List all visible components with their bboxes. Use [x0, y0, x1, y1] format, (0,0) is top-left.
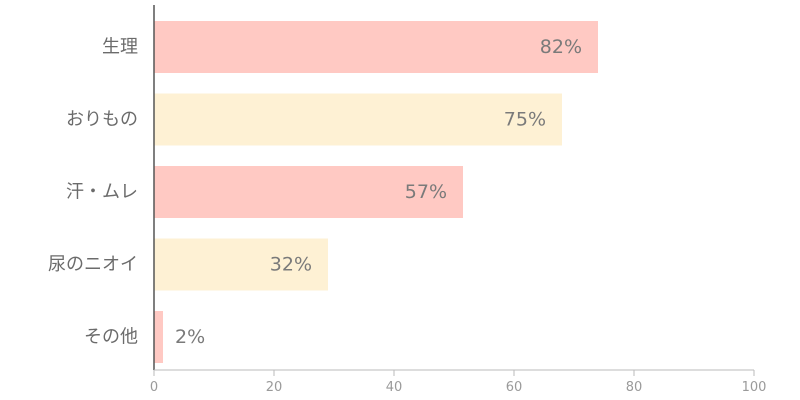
x-tick-label-2: 40	[386, 380, 403, 395]
bar-0	[154, 21, 598, 73]
category-label-2: 汗・ムレ	[66, 182, 138, 203]
category-label-0: 生理	[102, 37, 138, 58]
x-tick-label-5: 100	[742, 380, 767, 395]
value-label-4: 2%	[175, 326, 205, 348]
x-tick-label-4: 80	[626, 380, 643, 395]
x-tick-label-1: 20	[266, 380, 283, 395]
bar-1	[154, 93, 562, 146]
axis-layer: 0 20 40 60 80 100	[150, 5, 767, 395]
category-label-3: 尿のニオイ	[48, 254, 138, 275]
bar-3	[154, 238, 328, 291]
value-label-1: 75%	[504, 109, 546, 131]
labels-layer: 生理 82% おりもの 75% 汗・ムレ 57% 尿のニオイ 32% その他 2%	[48, 36, 582, 348]
bar-4	[154, 311, 163, 363]
bars-layer	[154, 21, 598, 363]
bar-2	[154, 166, 463, 218]
x-tick-label-0: 0	[150, 380, 158, 395]
value-label-3: 32%	[270, 254, 312, 276]
x-tick-label-3: 60	[506, 380, 523, 395]
category-label-4: その他	[84, 327, 138, 348]
value-label-2: 57%	[405, 181, 447, 203]
category-label-1: おりもの	[66, 109, 138, 130]
value-label-0: 82%	[540, 36, 582, 58]
